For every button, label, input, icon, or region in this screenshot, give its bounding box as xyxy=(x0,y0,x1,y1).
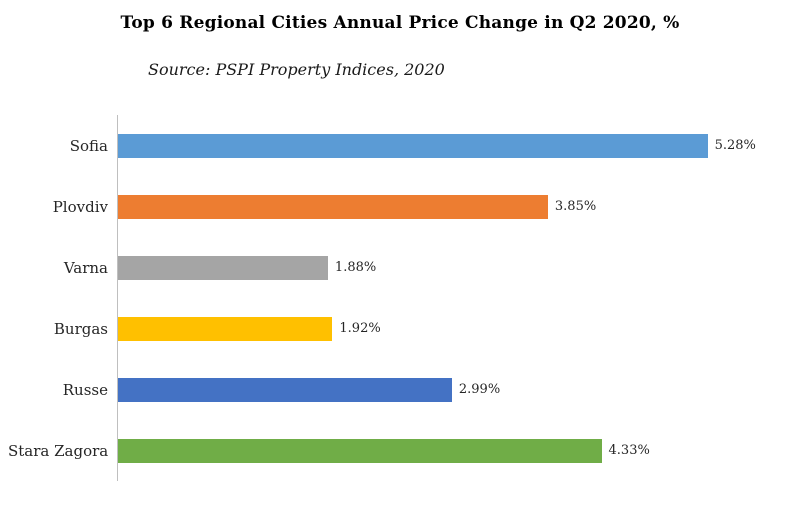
bar-plovdiv xyxy=(118,194,548,219)
bar-zone: 5.28% xyxy=(117,115,788,176)
category-label-stara-zagora: Stara Zagora xyxy=(8,441,109,460)
bar-sofia xyxy=(118,133,708,158)
bar-row: Plovdiv 3.85% xyxy=(8,176,788,237)
bar-varna xyxy=(118,255,328,280)
value-label: 1.92% xyxy=(339,321,381,336)
value-label: 1.88% xyxy=(334,260,377,275)
bar-row: Varna 1.88% xyxy=(8,237,788,298)
value-label: 5.28% xyxy=(714,138,756,153)
category-label-varna: Varna xyxy=(63,258,108,277)
bar-zone: 3.85% xyxy=(117,176,788,237)
chart-subtitle: Source: PSPI Property Indices, 2020 xyxy=(148,60,445,79)
value-label: 3.85% xyxy=(554,199,597,214)
bar-burgas xyxy=(118,316,333,341)
bar-row: Stara Zagora 4.33% xyxy=(8,420,788,481)
chart-title: Top 6 Regional Cities Annual Price Chang… xyxy=(120,13,680,33)
bar-zone: 1.92% xyxy=(117,298,788,359)
bar-zone: 2.99% xyxy=(117,359,788,420)
bar-row: Sofia 5.28% xyxy=(8,115,788,176)
plot-area: Sofia 5.28% Plovdiv 3.85% Varna 1.88% Burgas 1.… xyxy=(8,115,788,481)
bar-zone: 1.88% xyxy=(117,237,788,298)
bar-stara-zagora xyxy=(118,438,602,463)
bar-row: Russe 2.99% xyxy=(8,359,788,420)
category-label-plovdiv: Plovdiv xyxy=(52,197,108,216)
value-label: 4.33% xyxy=(608,443,650,458)
bar-russe xyxy=(118,377,452,402)
bar-zone: 4.33% xyxy=(117,420,788,481)
category-label-sofia: Sofia xyxy=(69,136,108,155)
category-label-russe: Russe xyxy=(62,380,108,399)
bar-row: Burgas 1.92% xyxy=(8,298,788,359)
category-label-burgas: Burgas xyxy=(53,319,108,338)
value-label: 2.99% xyxy=(458,382,501,397)
